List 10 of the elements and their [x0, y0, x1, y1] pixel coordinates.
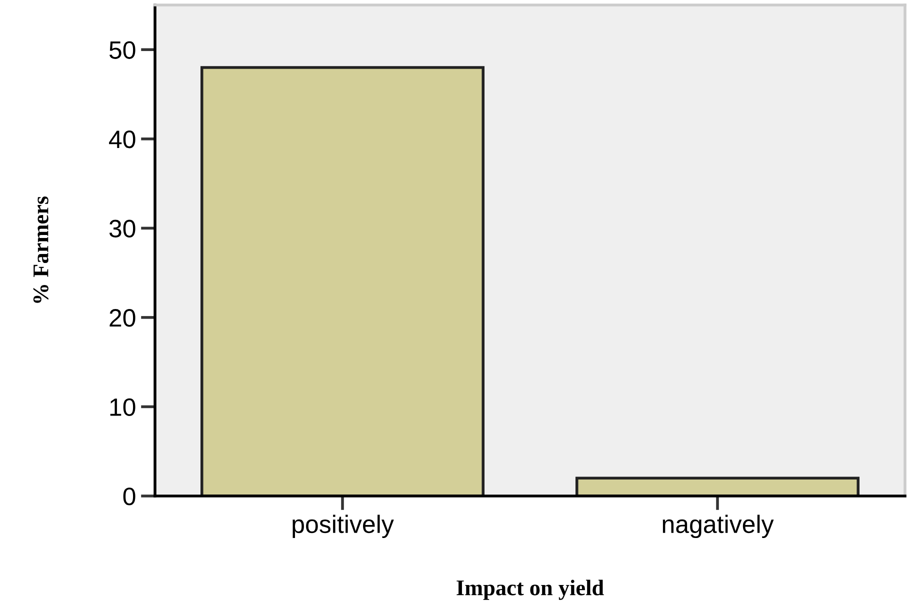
y-axis-title: % Farmers — [33, 196, 48, 303]
y-tick-label: 40 — [109, 130, 136, 148]
y-tick-label: 30 — [109, 220, 136, 238]
y-tick-label: 10 — [110, 398, 136, 416]
x-axis-title: Impact on yield — [456, 580, 604, 600]
x-tick-label: positively — [292, 514, 394, 538]
x-tick-label: nagatively — [662, 514, 774, 538]
y-tick-label: 20 — [110, 309, 136, 327]
y-tick-label: 0 — [123, 488, 136, 506]
y-tick-label: 50 — [109, 41, 136, 59]
